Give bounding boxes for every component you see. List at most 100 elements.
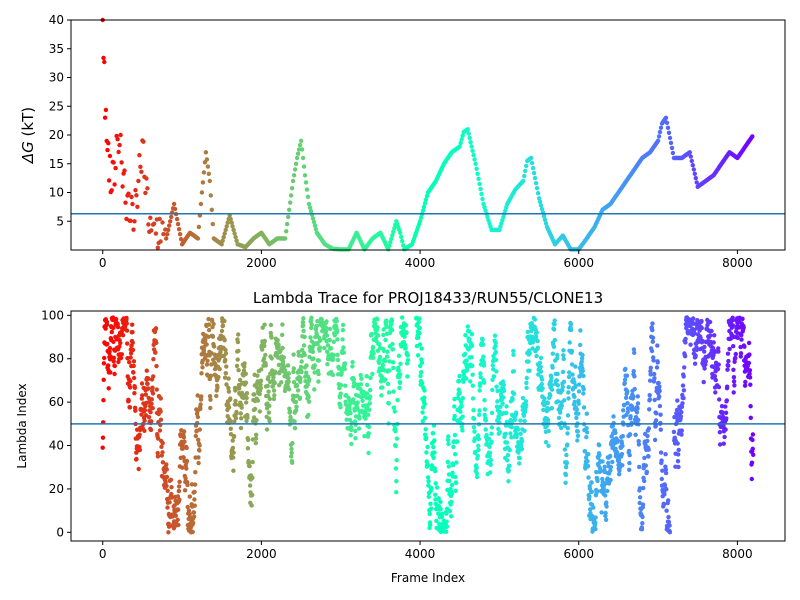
lambda-point <box>555 399 561 404</box>
lambda-point <box>565 442 570 447</box>
lambda-point <box>555 383 560 388</box>
lambda-point <box>185 482 190 488</box>
lambda-point <box>166 530 171 535</box>
lambda-point <box>452 413 457 419</box>
lambda-point <box>398 361 403 366</box>
lambda-point <box>405 374 410 379</box>
lambda-point <box>133 408 138 413</box>
dg-point <box>222 231 227 236</box>
dg-point <box>303 180 309 185</box>
lambda-point <box>561 356 566 362</box>
lambda-point <box>198 397 204 402</box>
lambda-point <box>488 470 493 475</box>
lambda-point <box>723 427 728 432</box>
dg-point <box>141 139 146 144</box>
lambda-point <box>520 395 526 401</box>
lambda-point <box>483 418 489 423</box>
lambda-point <box>207 394 213 399</box>
lambda-point <box>676 464 681 470</box>
lambda-point <box>750 446 755 451</box>
lambda-point <box>534 330 539 335</box>
lambda-point <box>367 394 373 399</box>
dg-point <box>476 176 481 181</box>
lambda-point <box>539 382 544 387</box>
lambda-point <box>392 409 397 414</box>
lambda-point <box>658 412 663 417</box>
dg-point <box>207 178 212 184</box>
dg-point <box>305 194 311 199</box>
lambda-point <box>498 404 503 409</box>
lambda-point <box>245 446 251 451</box>
lambda-point <box>566 396 571 401</box>
dg-point <box>388 240 393 245</box>
lambda-point <box>470 383 475 388</box>
dg-point <box>286 214 291 220</box>
lambda-point <box>680 401 685 406</box>
lambda-point <box>105 341 110 347</box>
lambda-point <box>417 325 422 331</box>
lambda-point <box>430 431 436 436</box>
lambda-point <box>387 359 392 364</box>
lambda-point <box>580 352 585 358</box>
dg-point <box>137 153 142 158</box>
dg-point <box>136 178 141 184</box>
lambda-point <box>327 326 333 332</box>
lambda-point <box>688 342 693 347</box>
lambda-point <box>338 405 343 410</box>
dg-point <box>475 171 480 176</box>
lambda-point <box>226 376 231 381</box>
lambda-point <box>496 415 502 421</box>
lambda-point <box>731 379 737 384</box>
lambda-point <box>616 458 622 463</box>
dg-point <box>164 236 169 241</box>
lambda-point <box>741 325 746 330</box>
lambda-point <box>579 359 584 364</box>
lambda-point <box>226 389 232 394</box>
lambda-point <box>446 434 451 439</box>
dg-point <box>657 129 663 135</box>
lambda-point <box>373 321 378 326</box>
lambda-point <box>474 471 480 476</box>
dg-point <box>223 227 228 233</box>
lambda-point <box>746 360 752 366</box>
lambda-point <box>644 469 649 474</box>
lambda-point <box>236 368 241 373</box>
dg-point <box>102 115 108 120</box>
lambda-point <box>551 344 557 349</box>
lambda-point <box>286 371 291 376</box>
lambda-point <box>611 414 616 419</box>
lambda-point <box>417 342 423 347</box>
lambda-point <box>523 402 529 408</box>
lambda-point <box>501 382 506 388</box>
lambda-point <box>632 386 637 392</box>
lambda-point <box>228 419 233 424</box>
lambda-point <box>340 322 346 328</box>
dg-point <box>221 234 226 240</box>
lambda-point <box>224 364 229 369</box>
lambda-point <box>353 436 358 441</box>
lambda-point <box>522 418 527 424</box>
lambda-point <box>427 511 432 517</box>
lambda-point <box>648 369 653 374</box>
lambda-point <box>226 405 232 410</box>
y-tick-label: 15 <box>49 157 64 171</box>
dg-point <box>665 125 671 130</box>
lambda-point <box>359 376 364 381</box>
dg-point <box>229 220 234 225</box>
lambda-point <box>149 419 154 424</box>
lambda-point <box>572 394 577 399</box>
lambda-point <box>271 388 277 393</box>
lambda-point <box>577 382 582 387</box>
lambda-point <box>643 463 648 468</box>
lambda-point <box>301 328 306 334</box>
dg-point <box>176 227 182 232</box>
lambda-point <box>238 411 243 416</box>
lambda-point <box>146 386 151 391</box>
lambda-point <box>519 439 525 444</box>
dg-point <box>160 220 165 225</box>
lambda-point <box>474 465 479 471</box>
lambda-point <box>702 344 707 350</box>
lambda-point <box>254 432 259 437</box>
lambda-point <box>384 318 389 323</box>
lambda-point <box>216 374 221 380</box>
